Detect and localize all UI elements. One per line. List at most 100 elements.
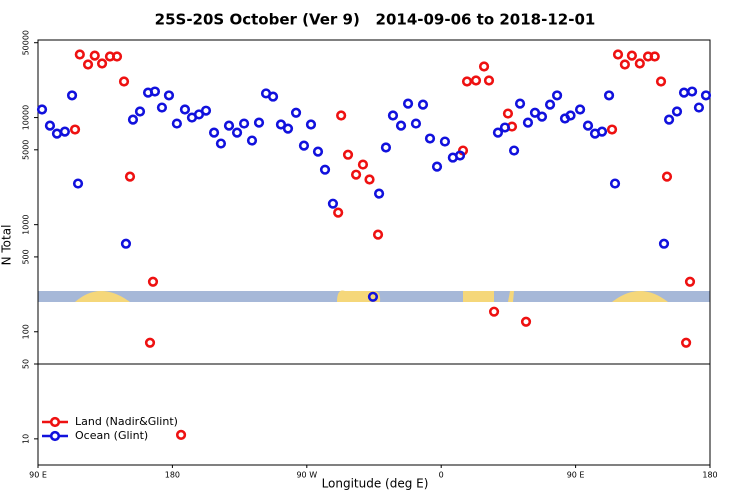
data-point [223, 120, 235, 131]
data-point [410, 118, 422, 129]
y-tick-label: 50 [22, 359, 31, 369]
data-point [44, 120, 56, 131]
data-point [290, 107, 302, 118]
data-point [134, 106, 146, 117]
data-point [336, 110, 347, 121]
data-point [431, 161, 443, 172]
data-point [373, 188, 385, 199]
legend-label: Land (Nadir&Glint) [75, 415, 178, 428]
data-point [82, 59, 94, 70]
data-point [678, 87, 690, 98]
data-point [59, 126, 70, 137]
data-point [69, 124, 81, 135]
y-tick-label: 10000 [22, 105, 31, 130]
y-tick-label: 100 [22, 324, 31, 339]
data-point [551, 90, 563, 101]
x-axis-label: Longitude (deg E) [322, 477, 429, 491]
data-point [439, 136, 451, 147]
data-point [470, 75, 482, 86]
data-point [89, 50, 100, 61]
data-point [327, 198, 339, 209]
data-point [156, 102, 168, 113]
data-point [333, 207, 344, 218]
data-point [120, 238, 132, 249]
data-point [367, 291, 379, 302]
data-point [357, 159, 369, 170]
data-point [144, 337, 156, 348]
data-point [238, 118, 250, 129]
data-point [282, 123, 294, 134]
data-point [700, 90, 712, 101]
data-point [319, 164, 331, 175]
data-point [686, 86, 698, 97]
data-point [693, 102, 705, 113]
data-point [671, 106, 683, 117]
data-point [275, 119, 287, 130]
data-point [596, 126, 608, 137]
data-point [684, 276, 696, 287]
data-point [536, 111, 548, 122]
data-point [74, 49, 85, 60]
data-point [478, 61, 490, 72]
data-point [619, 59, 630, 70]
data-point [609, 178, 621, 189]
data-point [522, 117, 534, 128]
data-point [603, 90, 615, 101]
data-point [544, 99, 556, 110]
legend-marker [49, 416, 61, 428]
data-point [461, 76, 473, 87]
x-tick-label: 90 E [29, 471, 47, 480]
data-point [612, 49, 624, 60]
data-point [246, 135, 258, 146]
data-point [606, 124, 618, 135]
data-point [380, 142, 392, 153]
plot-frame [37, 39, 711, 466]
legend-label: Ocean (Glint) [75, 429, 148, 442]
legend-marker [49, 430, 61, 442]
data-point [508, 145, 520, 156]
data-point [372, 229, 384, 240]
data-point [492, 127, 504, 138]
data-point [520, 316, 532, 327]
y-tick-label: 10 [22, 434, 31, 444]
data-point [51, 128, 63, 139]
data-point [305, 119, 317, 130]
data-point [488, 306, 500, 317]
data-point [661, 171, 673, 182]
data-point [111, 51, 123, 62]
data-point [124, 171, 136, 182]
data-point [312, 146, 324, 157]
data-point [215, 138, 227, 149]
data-point [163, 90, 175, 101]
data-point [655, 76, 667, 87]
data-point [208, 127, 220, 138]
data-point [147, 276, 159, 287]
data-point [72, 178, 84, 189]
data-point [574, 104, 586, 115]
data-point [454, 150, 466, 161]
data-point [267, 91, 279, 102]
data-point [663, 114, 675, 125]
x-tick-label: 180 [165, 471, 180, 480]
data-point [424, 133, 436, 144]
y-tick-label: 500 [22, 249, 31, 264]
data-point [350, 169, 362, 180]
y-axis-label: N Total [0, 225, 14, 266]
data-point [175, 429, 187, 440]
data-point [36, 104, 48, 115]
data-point [565, 110, 576, 121]
data-point [582, 120, 594, 131]
data-point [179, 104, 191, 115]
data-point [200, 105, 212, 116]
y-tick-label: 50000 [22, 30, 31, 55]
x-tick-label: 90 E [567, 471, 585, 480]
data-point [171, 118, 182, 129]
y-tick-label: 5000 [22, 140, 31, 160]
data-point [118, 76, 130, 87]
data-point [96, 58, 108, 69]
data-point [395, 120, 407, 131]
data-point [364, 174, 375, 185]
x-tick-label: 90 W [296, 471, 317, 480]
x-tick-label: 0 [439, 471, 444, 480]
